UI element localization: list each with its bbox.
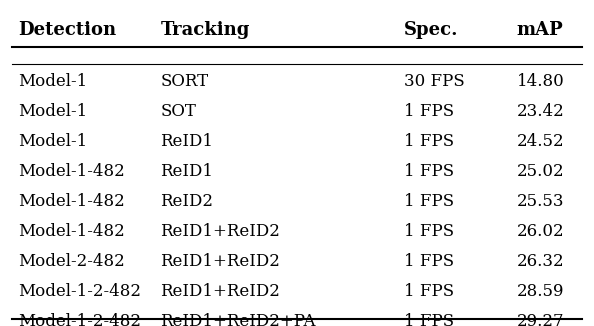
Text: 1 FPS: 1 FPS xyxy=(404,163,454,180)
Text: 1 FPS: 1 FPS xyxy=(404,223,454,240)
Text: ReID1+ReID2: ReID1+ReID2 xyxy=(160,223,280,240)
Text: SORT: SORT xyxy=(160,73,208,90)
Text: ReID1: ReID1 xyxy=(160,133,213,150)
Text: Model-1: Model-1 xyxy=(18,103,87,120)
Text: 1 FPS: 1 FPS xyxy=(404,283,454,300)
Text: 29.27: 29.27 xyxy=(517,313,564,326)
Text: 25.53: 25.53 xyxy=(517,193,564,210)
Text: Model-2-482: Model-2-482 xyxy=(18,253,125,270)
Text: ReID1+ReID2: ReID1+ReID2 xyxy=(160,283,280,300)
Text: Model-1-482: Model-1-482 xyxy=(18,163,125,180)
Text: SOT: SOT xyxy=(160,103,196,120)
Text: Model-1-2-482: Model-1-2-482 xyxy=(18,283,141,300)
Text: ReID1+ReID2+PA: ReID1+ReID2+PA xyxy=(160,313,316,326)
Text: Tracking: Tracking xyxy=(160,21,249,39)
Text: 30 FPS: 30 FPS xyxy=(404,73,465,90)
Text: 25.02: 25.02 xyxy=(517,163,564,180)
Text: 1 FPS: 1 FPS xyxy=(404,193,454,210)
Text: 26.02: 26.02 xyxy=(517,223,564,240)
Text: Model-1-482: Model-1-482 xyxy=(18,223,125,240)
Text: ReID2: ReID2 xyxy=(160,193,213,210)
Text: 23.42: 23.42 xyxy=(517,103,564,120)
Text: 14.80: 14.80 xyxy=(517,73,564,90)
Text: ReID1+ReID2: ReID1+ReID2 xyxy=(160,253,280,270)
Text: 1 FPS: 1 FPS xyxy=(404,133,454,150)
Text: 1 FPS: 1 FPS xyxy=(404,103,454,120)
Text: Model-1-2-482: Model-1-2-482 xyxy=(18,313,141,326)
Text: 24.52: 24.52 xyxy=(517,133,564,150)
Text: 28.59: 28.59 xyxy=(517,283,564,300)
Text: 1 FPS: 1 FPS xyxy=(404,313,454,326)
Text: Spec.: Spec. xyxy=(404,21,459,39)
Text: ReID1: ReID1 xyxy=(160,163,213,180)
Text: Model-1: Model-1 xyxy=(18,133,87,150)
Text: Model-1: Model-1 xyxy=(18,73,87,90)
Text: Model-1-482: Model-1-482 xyxy=(18,193,125,210)
Text: mAP: mAP xyxy=(517,21,564,39)
Text: Detection: Detection xyxy=(18,21,116,39)
Text: 26.32: 26.32 xyxy=(517,253,564,270)
Text: 1 FPS: 1 FPS xyxy=(404,253,454,270)
